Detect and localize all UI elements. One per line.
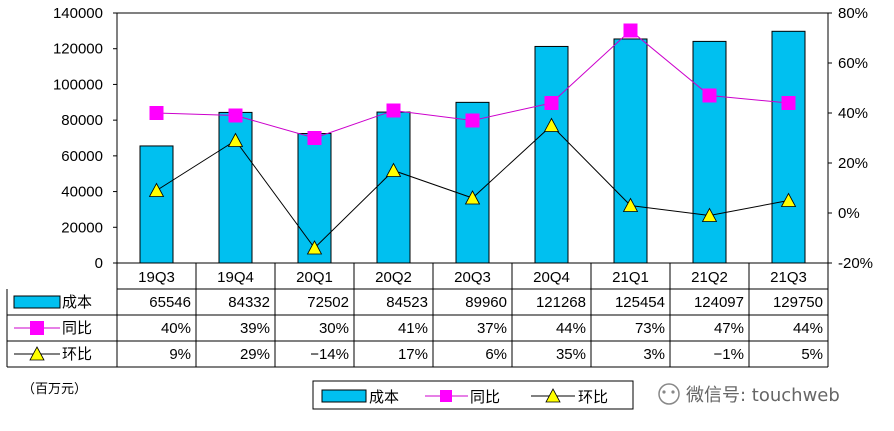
table-cell: 5% [801,346,823,363]
legend-yoy-marker [440,390,452,402]
table-cell: 37% [477,320,507,337]
table-cell: 40% [161,320,191,337]
category-label-20Q2: 20Q2 [375,269,412,286]
yoy-point-21Q2 [702,88,717,103]
legend-qoq-label: 环比 [578,388,608,406]
qoq-point-20Q2 [385,162,402,177]
left-tick-label: 120000 [53,41,103,58]
left-tick-label: 0 [95,255,103,272]
qoq-point-20Q3 [464,190,481,205]
unit-note: （百万元） [22,382,87,397]
cost-bar-19Q3 [139,145,174,264]
left-tick-label: 60000 [61,148,103,165]
table-cell: −1% [714,346,744,363]
right-tick-label: 0% [838,205,860,222]
yoy-point-21Q1 [623,23,638,38]
table-cell: 84332 [228,294,270,311]
table-cell: 17% [398,346,428,363]
legend-cost-swatch [321,389,367,403]
row-key-yoy-marker [30,321,44,335]
category-label-21Q3: 21Q3 [770,269,807,286]
watermark-text: 微信号: touchweb [686,385,840,406]
table-cell: 44% [793,320,823,337]
category-label-21Q1: 21Q1 [612,269,649,286]
right-tick-label: -20% [838,255,873,272]
watermark: 微信号: touchweb [658,383,840,406]
qoq-point-19Q4 [227,132,244,147]
wechat-icon [658,383,680,405]
cost-bar-21Q1 [613,38,648,264]
axis-ticks: 0 20000 40000 60000 80000 100000 120000 140000 -… [53,5,873,272]
table-cell: 35% [556,346,586,363]
category-label-20Q4: 20Q4 [533,269,570,286]
row-label: 环比 [62,345,92,363]
table-cell: 89960 [465,294,507,311]
category-label-21Q2: 21Q2 [691,269,728,286]
category-label-19Q3: 19Q3 [138,269,175,286]
qoq-point-21Q2 [701,207,718,222]
category-label-20Q1: 20Q1 [296,269,333,286]
row-label: 同比 [62,319,92,337]
category-label-20Q3: 20Q3 [454,269,491,286]
table-cell: 47% [714,320,744,337]
cost-bars [139,30,806,264]
category-label-19Q4: 19Q4 [217,269,254,286]
left-tick-label: 140000 [53,5,103,22]
yoy-point-20Q3 [465,113,480,128]
table-cell: 30% [319,320,349,337]
right-tick-label: 40% [838,105,868,122]
qoq-point-21Q1 [622,197,639,212]
qoq-point-19Q3 [148,182,165,197]
cost-bar-20Q2 [376,111,411,264]
legend: 成本 同比 环比 [312,380,634,410]
table-cell: 6% [485,346,507,363]
row-key-qoq-marker [29,346,45,361]
table-cell: 65546 [149,294,191,311]
left-tick-label: 40000 [61,184,103,201]
right-tick-label: 20% [838,155,868,172]
yoy-point-19Q4 [228,108,243,123]
row-key-cost [13,295,61,309]
table-cell: 84523 [386,294,428,311]
table-cell: 41% [398,320,428,337]
qoq-point-21Q3 [780,192,797,207]
row-label: 成本 [62,293,92,311]
yoy-point-21Q3 [781,96,796,110]
table-cell: 124097 [694,294,744,311]
table-cell: 9% [169,346,191,363]
cost-bar-21Q3 [771,30,806,264]
data-table: 19Q3 19Q4 20Q1 20Q2 20Q3 20Q4 21Q1 21Q2 21Q3 成本 65… [6,263,829,368]
yoy-point-19Q3 [149,106,164,120]
yoy-point-20Q1 [307,131,322,145]
left-tick-label: 100000 [53,76,103,93]
table-cell: 73% [635,320,665,337]
table-cell: 39% [240,320,270,337]
table-cell: 3% [643,346,665,363]
table-cell: 125454 [615,294,665,311]
qoq-point-20Q4 [543,117,560,132]
yoy-point-20Q4 [544,96,559,110]
table-cell: 129750 [773,294,823,311]
qoq-point-20Q1 [306,240,323,255]
table-cell: −14% [310,346,349,363]
right-tick-label: 60% [838,55,868,72]
yoy-point-20Q2 [386,103,401,118]
right-tick-label: 80% [838,5,868,22]
cost-bar-20Q4 [534,45,569,264]
percent-lines [148,23,797,255]
left-tick-label: 80000 [61,112,103,129]
table-cell: 29% [240,346,270,363]
table-cell: 44% [556,320,586,337]
cost-bar-21Q2 [692,40,727,264]
legend-qoq-marker [545,388,561,403]
legend-cost-label: 成本 [369,388,399,406]
left-tick-label: 20000 [61,219,103,236]
legend-yoy-label: 同比 [470,388,500,406]
table-cell: 72502 [307,294,349,311]
table-cell: 121268 [536,294,586,311]
